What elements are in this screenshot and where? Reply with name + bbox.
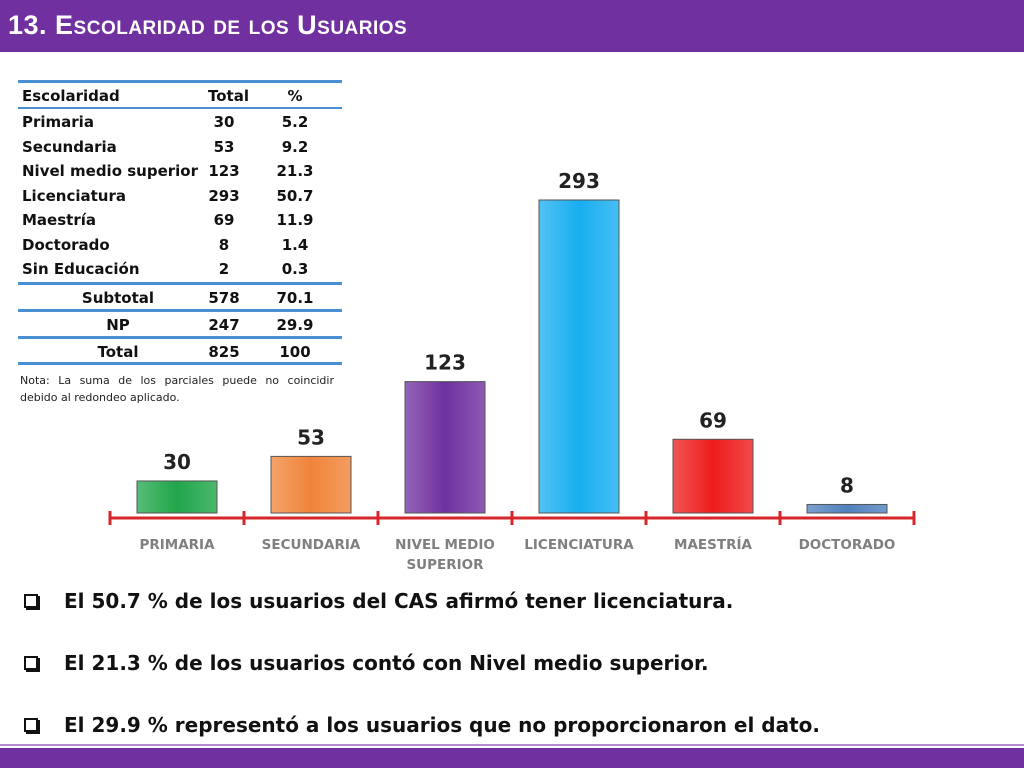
table-row: Maestría 69 11.9 [18,207,342,232]
cell: 11.9 [276,211,314,229]
checkbox-bullet-icon [24,656,38,670]
np-row: NP 247 29.9 [18,312,342,337]
cell: Maestría [22,211,96,229]
table-row: Licenciatura 293 50.7 [18,183,342,208]
cell: Total [97,343,139,361]
cell: 293 [208,186,240,205]
bullet-text: El 21.3 % de los usuarios contó con Nive… [64,651,709,675]
header-total: Total [208,87,249,105]
cell: NP [106,316,130,334]
table-note: Nota: La suma de los parciales puede no … [20,374,334,404]
cell: 1.4 [281,235,309,254]
cell: Doctorado [22,235,110,254]
cell: 53 [213,137,235,156]
cell: Subtotal [81,289,155,307]
footer-bar [0,748,1024,768]
cell: 29.9 [276,316,314,334]
table-header-row: Escolaridad Total % [18,83,342,109]
table-row: Doctorado 8 1.4 [18,232,342,257]
data-label: 30 [163,450,191,474]
cell: Primaria [22,113,94,131]
cell: 70.1 [276,289,314,307]
subtotal-row: Subtotal 578 70.1 [18,285,342,310]
cell: 30 [213,113,235,131]
category-label: LICENCIATURA [524,537,634,553]
checkbox-bullet-icon [24,594,38,608]
table-row: Nivel medio superior 123 21.3 [18,158,342,183]
bar-primaria [136,480,218,514]
cell: 825 [208,343,240,361]
cell: 100 [279,343,311,361]
bullet-text: El 29.9 % representó a los usuarios que … [64,713,821,737]
bullet-text: El 50.7 % de los usuarios del CAS afirmó… [64,589,734,613]
cell: 123 [208,162,240,180]
cell: 2 [218,260,230,278]
cell: 247 [208,316,240,334]
cell: Nivel medio superior [22,162,198,180]
category-label: PRIMARIA [139,537,215,553]
category-label: NIVEL MEDIO [395,537,495,553]
cell: 21.3 [276,162,314,180]
cell: Sin Educación [22,260,140,278]
header-percent: % [287,87,303,105]
total-row: Total 825 100 [18,339,342,364]
category-label: SUPERIOR [406,557,484,573]
footer-line [0,744,1024,746]
cell: 50.7 [276,186,314,205]
np-rule [18,309,342,312]
table-top-rule [18,80,342,83]
subtotal-rule [18,282,342,285]
cell: 0.3 [281,260,309,278]
data-label: 123 [424,351,466,375]
cell: Licenciatura [22,186,126,205]
category-label: DOCTORADO [799,537,896,553]
bar-licenciatura [538,199,620,514]
data-label: 293 [558,169,600,193]
cell: 5.2 [281,113,309,131]
title-bar: 13. Escolaridad de los Usuarios [0,0,1024,52]
table-row: Sin Educación 2 0.3 [18,256,342,281]
cell: 578 [208,289,240,307]
data-label: 8 [840,473,854,497]
escolaridad-table: Escolaridad Total % Primaria 30 5.2 Secu… [18,80,342,365]
checkbox-bullet-icon [24,718,38,732]
category-label: MAESTRÍA [674,536,752,553]
bar-secundaria [270,455,352,514]
bar-doctorado [806,503,888,514]
table-row: Primaria 30 5.2 [18,109,342,134]
table-bottom-rule [18,362,342,365]
header-escolaridad: Escolaridad [22,87,120,105]
cell: 69 [213,211,235,229]
data-label: 69 [699,408,727,432]
cell: 8 [218,235,230,254]
bar-chart: 30 PRIMARIA 53 SECUNDARIA 123 NIVEL MEDIO SUPE… [108,169,916,573]
bar-maestría [672,438,754,514]
data-label: 53 [297,425,325,449]
table-header-rule [18,107,342,109]
table-row: Secundaria 53 9.2 [18,134,342,159]
total-rule [18,336,342,339]
bar-nivel-medio-superior [404,381,486,514]
table-body: Primaria 30 5.2 Secundaria 53 9.2 Nivel … [18,109,342,281]
page-title: 13. Escolaridad de los Usuarios [8,10,408,40]
cell: 9.2 [281,137,309,156]
cell: Secundaria [22,137,117,156]
category-label: SECUNDARIA [262,537,361,553]
